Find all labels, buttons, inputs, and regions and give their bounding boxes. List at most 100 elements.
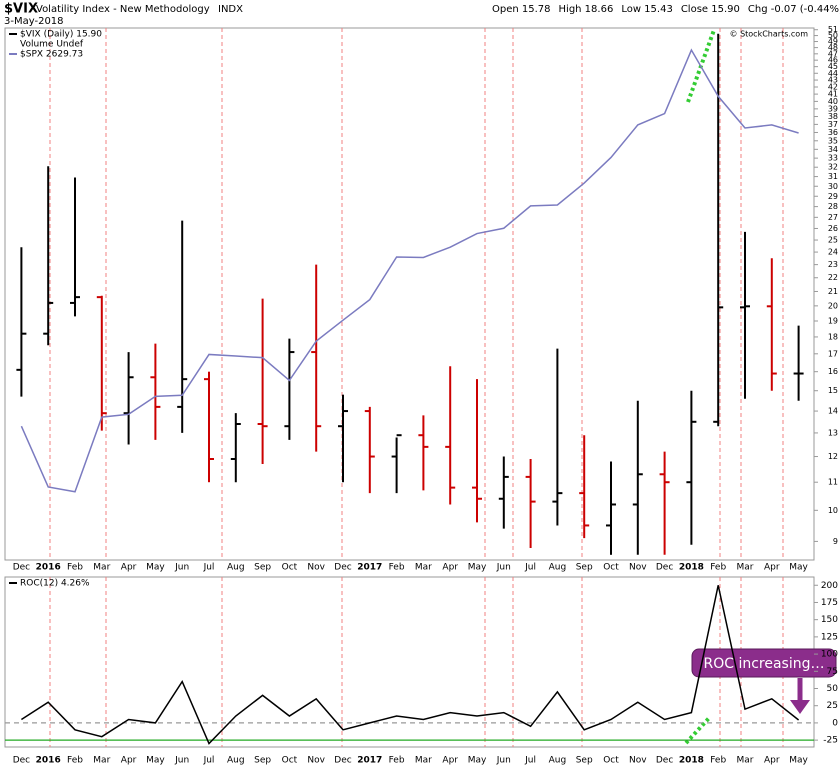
x-tick-label: Oct bbox=[603, 563, 619, 573]
x-tick-label: Nov bbox=[629, 756, 647, 766]
y-tick-label: 36 bbox=[828, 128, 838, 137]
y-tick-label: 23 bbox=[828, 260, 838, 269]
y-tick-label: 28 bbox=[828, 202, 838, 211]
y-tick-label: 41 bbox=[828, 90, 838, 99]
y-tick-label: 15 bbox=[828, 386, 838, 395]
y-tick-label: 0 bbox=[832, 718, 838, 728]
x-tick-label: Jul bbox=[203, 563, 215, 573]
y-tick-label: 46 bbox=[828, 56, 838, 65]
y-tick-label: 19 bbox=[828, 316, 838, 325]
symbol: $VIX bbox=[4, 2, 38, 17]
legend-label: $SPX 2629.73 bbox=[20, 50, 83, 60]
y-tick-label: 150 bbox=[821, 615, 838, 625]
x-tick-label: Apr bbox=[442, 563, 458, 573]
x-tick-label: May bbox=[468, 756, 487, 766]
y-tick-label: 37 bbox=[828, 120, 838, 129]
y-tick-label: 29 bbox=[828, 192, 838, 201]
y-tick-label: 39 bbox=[828, 104, 838, 113]
y-tick-label: 33 bbox=[828, 154, 838, 163]
series-line bbox=[20, 585, 800, 745]
y-tick-label: 20 bbox=[828, 301, 838, 310]
y-tick-label: 42 bbox=[828, 83, 838, 92]
y-tick-label: 44 bbox=[828, 69, 838, 78]
quote-item: High 18.66 bbox=[559, 4, 614, 15]
x-tick-label: May bbox=[146, 756, 165, 766]
y-tick-label: 48 bbox=[828, 43, 838, 52]
y-tick-label: 50 bbox=[828, 31, 838, 40]
y-tick-label: 49 bbox=[828, 37, 838, 46]
x-tick-label: Jul bbox=[524, 756, 536, 766]
y-tick-label: 35 bbox=[828, 136, 838, 145]
y-tick-label: 11 bbox=[828, 478, 838, 487]
x-tick-label: Apr bbox=[121, 563, 137, 573]
x-tick-label: Feb bbox=[67, 756, 83, 766]
exchange: INDX bbox=[218, 4, 243, 15]
y-tick-label: 24 bbox=[828, 248, 838, 257]
x-tick-label: Sep bbox=[576, 756, 593, 766]
x-tick-label: Feb bbox=[67, 563, 83, 573]
y-tick-label: 12 bbox=[828, 452, 838, 461]
x-tick-label: Mar bbox=[737, 756, 754, 766]
x-tick-label: Feb bbox=[710, 756, 726, 766]
y-tick-label: 175 bbox=[821, 598, 838, 608]
annotation-box bbox=[691, 648, 837, 678]
x-tick-label: Aug bbox=[227, 563, 245, 573]
x-tick-label: Mar bbox=[415, 563, 432, 573]
y-tick-label: 17 bbox=[828, 349, 838, 358]
x-tick-label: May bbox=[789, 756, 808, 766]
x-tick-label: Apr bbox=[442, 756, 458, 766]
x-tick-label: Nov bbox=[307, 756, 325, 766]
x-tick-label: Apr bbox=[121, 756, 137, 766]
y-tick-label: 9 bbox=[833, 537, 838, 546]
y-tick-label: 31 bbox=[828, 172, 838, 181]
y-tick-label: 75 bbox=[827, 667, 838, 677]
y-tick-label: -25 bbox=[823, 736, 838, 746]
watermark: © StockCharts.com bbox=[730, 30, 809, 39]
date: 3-May-2018 bbox=[4, 16, 64, 27]
x-tick-label: 2018 bbox=[679, 756, 704, 766]
x-tick-label: Dec bbox=[13, 756, 30, 766]
x-tick-label: 2016 bbox=[36, 563, 61, 573]
x-tick-label: Jun bbox=[174, 563, 189, 573]
x-tick-label: Dec bbox=[334, 563, 351, 573]
x-tick-label: Sep bbox=[576, 563, 593, 573]
x-tick-label: Feb bbox=[389, 756, 405, 766]
x-tick-label: Apr bbox=[764, 756, 780, 766]
x-tick-label: Mar bbox=[415, 756, 432, 766]
x-tick-label: Aug bbox=[549, 756, 567, 766]
x-tick-label: Feb bbox=[710, 563, 726, 573]
y-tick-label: 51 bbox=[828, 25, 838, 34]
y-tick-label: 16 bbox=[828, 367, 838, 376]
x-tick-label: Feb bbox=[389, 563, 405, 573]
x-tick-label: May bbox=[789, 563, 808, 573]
x-tick-label: Jul bbox=[524, 563, 536, 573]
legend-label: ROC(12) 4.26% bbox=[20, 579, 90, 589]
x-tick-label: Oct bbox=[282, 563, 298, 573]
x-tick-label: Dec bbox=[13, 563, 30, 573]
x-tick-label: Jun bbox=[496, 563, 511, 573]
x-tick-label: Nov bbox=[629, 563, 647, 573]
x-tick-label: Aug bbox=[227, 756, 245, 766]
x-tick-label: 2017 bbox=[357, 563, 382, 573]
x-tick-label: Oct bbox=[282, 756, 298, 766]
x-tick-label: Apr bbox=[764, 563, 780, 573]
x-tick-label: 2016 bbox=[36, 756, 61, 766]
x-tick-label: Mar bbox=[737, 563, 754, 573]
y-tick-label: 47 bbox=[828, 49, 838, 58]
y-tick-label: 38 bbox=[828, 112, 838, 121]
annotation-arrow bbox=[790, 700, 810, 714]
legend-label: $VIX (Daily) 15.90 bbox=[20, 30, 102, 40]
quote-item: Chg -0.07 (-0.44%) bbox=[748, 4, 840, 15]
x-tick-label: Dec bbox=[334, 756, 351, 766]
y-tick-label: 13 bbox=[828, 428, 838, 437]
x-tick-label: May bbox=[468, 563, 487, 573]
y-tick-label: 100 bbox=[821, 650, 838, 660]
x-tick-label: 2017 bbox=[357, 756, 382, 766]
x-tick-label: Mar bbox=[93, 756, 110, 766]
x-tick-label: Sep bbox=[254, 563, 271, 573]
quote-item: Low 15.43 bbox=[621, 4, 673, 15]
x-tick-label: Jun bbox=[496, 756, 511, 766]
x-tick-label: Sep bbox=[254, 756, 271, 766]
